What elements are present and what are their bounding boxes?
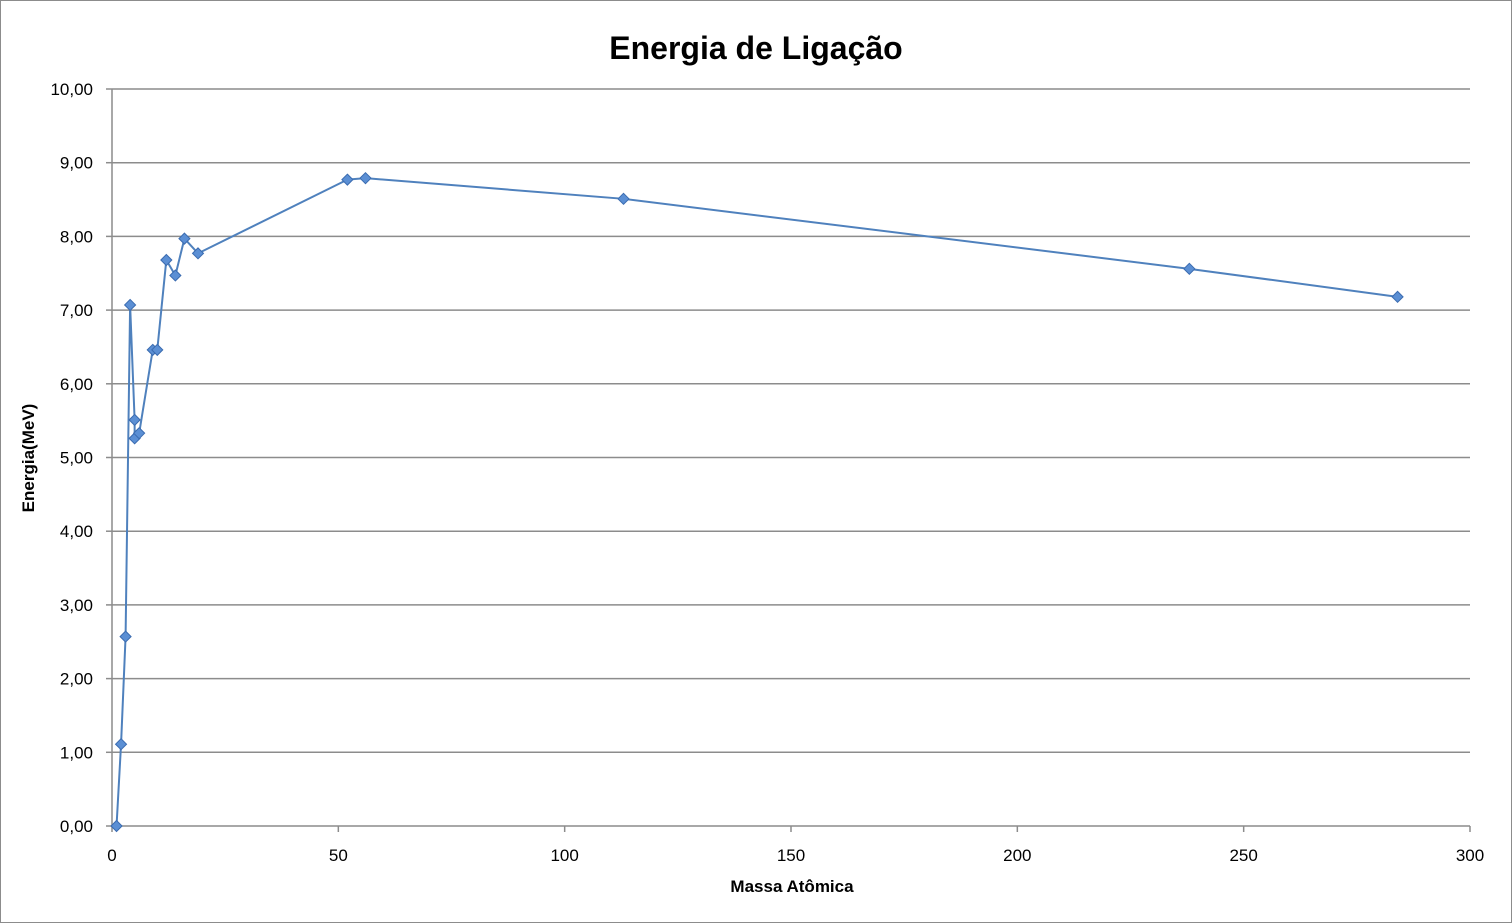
- x-tick-label: 250: [1229, 846, 1257, 865]
- tick-label-layer: 0,00 1,00 2,00 3,00 4,00 5,00 6,00 7,00 8,00 9,00…: [50, 80, 1484, 865]
- data-point: [359, 171, 372, 185]
- data-point: [123, 298, 137, 312]
- series-layer: [110, 171, 1404, 833]
- data-point: [617, 192, 630, 206]
- y-tick-label: 1,00: [60, 743, 93, 762]
- data-point: [1391, 290, 1404, 304]
- y-tick-label: 8,00: [60, 227, 93, 246]
- y-tick-label: 6,00: [60, 375, 93, 394]
- y-tick-label: 5,00: [60, 449, 93, 468]
- data-point: [110, 819, 123, 833]
- x-tick-label: 300: [1456, 846, 1484, 865]
- data-point: [119, 630, 132, 643]
- data-point: [151, 343, 164, 357]
- data-point: [178, 232, 191, 245]
- axis-layer: [106, 88, 1471, 832]
- data-point: [169, 269, 182, 282]
- x-tick-label: 0: [107, 846, 116, 865]
- data-point: [132, 426, 146, 440]
- y-tick-label: 10,00: [50, 80, 93, 99]
- y-axis-title: Energia(MeV): [19, 404, 38, 513]
- data-point: [191, 247, 205, 260]
- grid-layer: [112, 88, 1470, 754]
- x-tick-label: 200: [1003, 846, 1031, 865]
- y-tick-label: 3,00: [60, 596, 93, 615]
- series-line: [115, 177, 1398, 827]
- y-tick-label: 7,00: [60, 301, 93, 320]
- data-point: [160, 253, 173, 267]
- x-tick-label: 150: [777, 846, 805, 865]
- x-axis-title: Massa Atômica: [730, 877, 854, 896]
- data-point: [128, 413, 141, 427]
- data-point: [114, 737, 128, 751]
- chart-title: Energia de Ligação: [609, 30, 902, 66]
- x-tick-label: 50: [329, 846, 348, 865]
- y-tick-label: 4,00: [60, 522, 93, 541]
- data-point: [1183, 262, 1196, 276]
- x-tick-label: 100: [550, 846, 578, 865]
- y-tick-label: 2,00: [60, 670, 93, 689]
- data-point: [341, 173, 354, 186]
- y-tick-label: 0,00: [60, 817, 93, 836]
- y-tick-label: 9,00: [60, 154, 93, 173]
